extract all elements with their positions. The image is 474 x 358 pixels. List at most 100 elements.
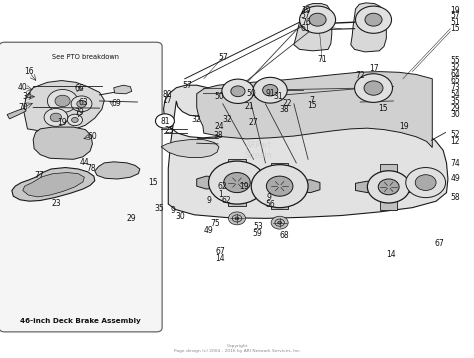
Text: 50: 50 — [214, 92, 224, 101]
Text: 64: 64 — [450, 69, 460, 79]
Polygon shape — [164, 85, 448, 218]
Circle shape — [300, 6, 336, 33]
Text: 75: 75 — [211, 219, 220, 228]
Text: 15: 15 — [148, 178, 157, 187]
Text: 53: 53 — [254, 222, 263, 231]
Polygon shape — [197, 72, 432, 147]
Text: 65: 65 — [450, 76, 460, 86]
Text: 19: 19 — [450, 5, 460, 15]
Circle shape — [67, 114, 82, 126]
Text: 62: 62 — [222, 196, 231, 205]
Text: 71: 71 — [318, 54, 327, 64]
Polygon shape — [114, 85, 132, 94]
Text: 61: 61 — [301, 24, 310, 33]
Text: 38: 38 — [213, 131, 223, 140]
Text: 29: 29 — [450, 103, 460, 113]
Text: 27: 27 — [249, 118, 258, 127]
Text: 19: 19 — [57, 118, 66, 127]
Text: 15: 15 — [307, 101, 317, 110]
Circle shape — [44, 108, 68, 126]
Circle shape — [266, 176, 293, 196]
Circle shape — [364, 81, 383, 95]
Circle shape — [309, 13, 326, 26]
Circle shape — [50, 113, 62, 122]
Text: 52: 52 — [450, 130, 460, 139]
Text: 35: 35 — [154, 204, 164, 213]
Text: 59: 59 — [252, 229, 262, 238]
Text: 32: 32 — [223, 115, 232, 125]
Text: 60: 60 — [88, 131, 97, 141]
Text: 15: 15 — [378, 104, 388, 113]
Polygon shape — [294, 4, 332, 51]
Text: 32: 32 — [450, 63, 460, 72]
Text: 17: 17 — [162, 96, 172, 106]
Polygon shape — [271, 163, 288, 209]
Text: 29: 29 — [127, 214, 137, 223]
Text: 23: 23 — [51, 199, 61, 208]
Polygon shape — [7, 108, 26, 119]
Text: 38: 38 — [280, 105, 289, 114]
Circle shape — [72, 117, 78, 122]
Text: 21: 21 — [244, 102, 254, 111]
Text: 34: 34 — [23, 92, 32, 101]
Text: 67: 67 — [435, 239, 445, 248]
Text: 35: 35 — [450, 97, 460, 106]
FancyBboxPatch shape — [0, 42, 162, 332]
Circle shape — [209, 161, 265, 204]
Circle shape — [235, 217, 239, 220]
Text: 91: 91 — [265, 88, 275, 98]
Circle shape — [232, 215, 242, 222]
Polygon shape — [239, 180, 320, 193]
Text: 30: 30 — [450, 110, 460, 120]
Text: 80: 80 — [162, 90, 172, 100]
Polygon shape — [33, 127, 92, 159]
Circle shape — [224, 173, 250, 193]
Text: 49: 49 — [204, 226, 213, 236]
Text: 57: 57 — [301, 11, 310, 20]
Text: ARPart
Stream: ARPart Stream — [245, 141, 272, 160]
Circle shape — [231, 86, 245, 97]
Text: 14: 14 — [386, 250, 396, 260]
Text: 15: 15 — [450, 24, 460, 33]
Circle shape — [356, 6, 392, 33]
Text: 57: 57 — [450, 11, 460, 20]
Polygon shape — [95, 162, 140, 179]
Text: 16: 16 — [25, 67, 34, 76]
Text: 31: 31 — [274, 92, 283, 101]
Text: 24: 24 — [214, 121, 224, 131]
Text: 57: 57 — [182, 81, 192, 91]
Text: 9: 9 — [206, 196, 211, 205]
Polygon shape — [351, 3, 386, 52]
Text: 7: 7 — [310, 96, 314, 106]
Polygon shape — [228, 159, 246, 206]
Text: 79: 79 — [75, 108, 84, 117]
Text: 70: 70 — [18, 103, 27, 112]
Circle shape — [77, 100, 86, 107]
Text: 56: 56 — [265, 200, 275, 209]
Text: 46-inch Deck Brake Assembly: 46-inch Deck Brake Assembly — [20, 318, 141, 324]
Text: 50: 50 — [246, 89, 256, 98]
Circle shape — [378, 179, 399, 195]
Circle shape — [55, 95, 70, 107]
Text: 14: 14 — [216, 254, 225, 263]
Text: 57: 57 — [218, 53, 228, 62]
Circle shape — [355, 74, 392, 102]
Text: 72: 72 — [356, 71, 365, 80]
Text: 17: 17 — [370, 64, 379, 73]
Text: 22: 22 — [282, 99, 292, 108]
Circle shape — [271, 216, 288, 229]
Text: 1: 1 — [218, 189, 223, 199]
Circle shape — [47, 90, 78, 112]
Text: 68: 68 — [280, 231, 289, 240]
Text: 9: 9 — [171, 206, 175, 215]
Text: 63: 63 — [78, 97, 88, 107]
Text: 58: 58 — [450, 193, 460, 202]
Text: 78: 78 — [86, 164, 96, 174]
Text: 25: 25 — [165, 126, 174, 135]
Text: 76: 76 — [301, 18, 310, 27]
Text: 30: 30 — [175, 212, 185, 221]
Circle shape — [367, 171, 410, 203]
Circle shape — [275, 219, 284, 226]
Circle shape — [406, 168, 446, 198]
Polygon shape — [23, 173, 84, 197]
